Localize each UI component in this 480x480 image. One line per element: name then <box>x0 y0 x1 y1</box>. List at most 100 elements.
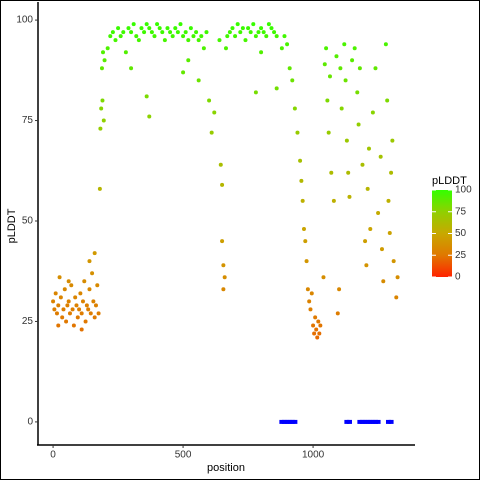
point <box>126 26 131 31</box>
point <box>334 54 339 59</box>
y-tick-label: 100 <box>16 15 33 26</box>
point <box>304 259 309 264</box>
point <box>116 26 121 31</box>
point <box>194 30 199 35</box>
point <box>129 30 134 35</box>
point <box>317 331 322 336</box>
point <box>246 26 251 31</box>
point <box>357 66 362 71</box>
point <box>386 198 391 203</box>
point <box>344 138 349 143</box>
point <box>311 323 316 328</box>
y-tick-label: 0 <box>27 417 33 428</box>
baseline-point <box>344 419 350 424</box>
point <box>186 58 191 63</box>
baseline-point <box>375 419 381 424</box>
point <box>227 30 232 35</box>
point <box>186 38 191 43</box>
point <box>307 299 312 304</box>
point <box>95 283 100 288</box>
point <box>93 303 98 308</box>
point <box>335 311 340 316</box>
point <box>58 295 63 300</box>
point <box>315 335 320 340</box>
point <box>220 182 225 187</box>
point <box>100 98 105 103</box>
point <box>170 34 175 39</box>
point <box>253 34 258 39</box>
baseline-point <box>287 419 293 424</box>
point <box>327 74 332 79</box>
point <box>181 34 186 39</box>
point <box>301 227 306 232</box>
point <box>86 307 91 312</box>
point <box>269 26 274 31</box>
point <box>165 26 170 31</box>
point <box>266 22 271 27</box>
point <box>74 303 79 308</box>
point <box>220 239 225 244</box>
point <box>261 30 266 35</box>
point <box>233 34 238 39</box>
point <box>149 30 154 35</box>
point <box>204 30 209 35</box>
point <box>91 299 96 304</box>
point <box>147 26 152 31</box>
y-axis-title: pLDDT <box>6 208 18 243</box>
point <box>53 291 58 296</box>
point <box>60 315 65 320</box>
colorbar-label: 75 <box>455 206 467 217</box>
point <box>343 78 348 83</box>
point <box>118 34 123 39</box>
point <box>225 34 230 39</box>
point <box>51 299 56 304</box>
point <box>136 38 141 43</box>
point <box>221 263 226 268</box>
point <box>79 327 84 332</box>
point <box>129 66 134 71</box>
point <box>142 30 147 35</box>
point <box>391 259 396 264</box>
point <box>78 291 83 296</box>
baseline-point <box>388 419 394 424</box>
baseline-point <box>357 419 363 424</box>
point <box>97 186 102 191</box>
point <box>66 279 71 284</box>
point <box>73 295 78 300</box>
x-tick-label: 1000 <box>302 450 325 461</box>
point <box>321 275 326 280</box>
baseline-point <box>385 419 391 424</box>
point <box>209 130 214 135</box>
point <box>83 319 88 324</box>
point <box>316 319 321 324</box>
point <box>325 98 330 103</box>
colorbar <box>432 190 452 277</box>
point <box>329 170 334 175</box>
point <box>248 30 253 35</box>
point <box>312 331 317 336</box>
point <box>287 66 292 71</box>
point <box>366 146 371 151</box>
point <box>168 30 173 35</box>
point <box>240 26 245 31</box>
point <box>373 66 378 71</box>
point <box>212 110 217 115</box>
point <box>196 38 201 43</box>
point <box>370 110 375 115</box>
point <box>383 42 388 47</box>
point <box>75 315 80 320</box>
point <box>350 58 355 63</box>
point <box>253 90 258 95</box>
point <box>365 186 370 191</box>
baseline-point <box>370 419 376 424</box>
point <box>376 210 381 215</box>
point <box>217 38 222 43</box>
point <box>337 287 342 292</box>
point <box>139 26 144 31</box>
point <box>274 34 279 39</box>
point <box>394 295 399 300</box>
baseline-point <box>284 419 290 424</box>
point <box>183 30 188 35</box>
point <box>162 38 167 43</box>
